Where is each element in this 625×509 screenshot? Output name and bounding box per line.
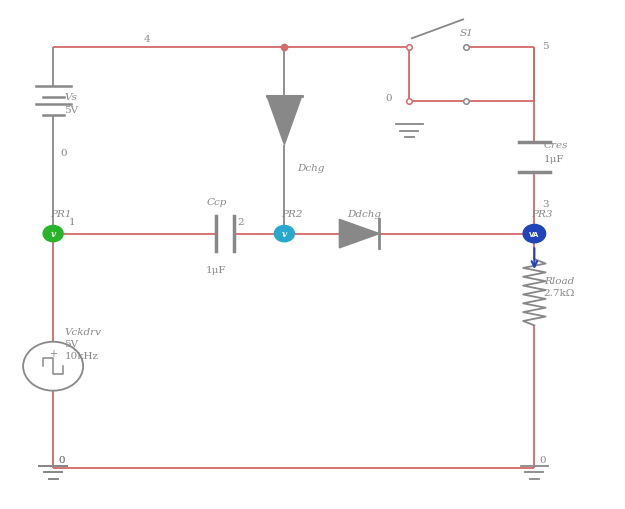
Text: 5: 5	[542, 42, 549, 51]
Text: Dchg: Dchg	[297, 164, 324, 173]
Text: Vckdrv: Vckdrv	[64, 327, 101, 336]
Circle shape	[523, 225, 546, 243]
Text: 5V: 5V	[64, 105, 79, 115]
Text: 1: 1	[69, 218, 76, 227]
Text: Ccp: Ccp	[206, 197, 227, 206]
Text: 1μF: 1μF	[206, 266, 227, 275]
Text: 1μF: 1μF	[544, 155, 564, 164]
Polygon shape	[339, 220, 379, 248]
Text: Rload: Rload	[544, 276, 574, 285]
Text: v: v	[282, 230, 287, 239]
Text: S1: S1	[459, 29, 473, 38]
Circle shape	[43, 226, 63, 242]
Text: 0: 0	[58, 455, 65, 464]
Circle shape	[274, 226, 294, 242]
Text: PR3: PR3	[531, 210, 552, 219]
Text: 2: 2	[238, 218, 244, 227]
Polygon shape	[267, 96, 302, 145]
Text: 3: 3	[542, 200, 549, 209]
Text: VA: VA	[529, 231, 539, 237]
Text: 4: 4	[144, 35, 151, 44]
Text: +: +	[49, 349, 57, 359]
Text: 0: 0	[386, 94, 392, 103]
Text: 0: 0	[539, 455, 546, 464]
Text: Ddchg: Ddchg	[347, 210, 381, 219]
Text: 2.7kΩ: 2.7kΩ	[544, 289, 575, 298]
Text: Cres: Cres	[544, 141, 568, 150]
Text: PR2: PR2	[281, 210, 302, 219]
Text: 10kHz: 10kHz	[64, 351, 98, 360]
Text: Vs: Vs	[64, 93, 78, 102]
Text: 0: 0	[58, 455, 65, 464]
Text: PR1: PR1	[50, 210, 71, 219]
Text: 5V: 5V	[64, 340, 79, 349]
Text: v: v	[51, 230, 56, 239]
Text: 0: 0	[61, 149, 68, 158]
